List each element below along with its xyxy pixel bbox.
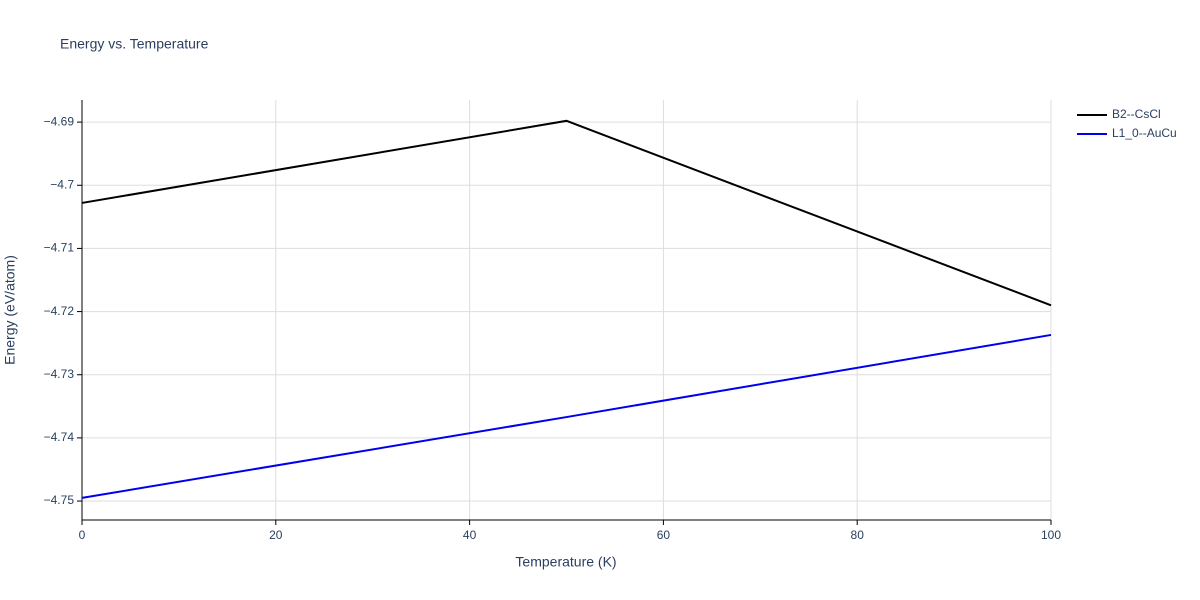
x-tick-label: 40 <box>463 528 477 542</box>
y-tick-label: −4.7 <box>50 177 74 191</box>
series-line <box>81 119 1052 307</box>
x-axis-label: Temperature (K) <box>515 554 616 570</box>
y-tick-label: −4.74 <box>44 430 75 444</box>
y-axis-label: Energy (eV/atom) <box>2 255 18 365</box>
series-line <box>81 333 1052 499</box>
x-tick-label: 100 <box>1041 528 1061 542</box>
y-tick-label: −4.73 <box>44 367 75 381</box>
x-tick-label: 80 <box>851 528 865 542</box>
x-tick-label: 0 <box>79 528 86 542</box>
legend-label: L1_0--AuCu <box>1112 126 1177 140</box>
x-tick-label: 20 <box>269 528 283 542</box>
legend-label: B2--CsCl <box>1112 107 1161 121</box>
y-tick-label: −4.75 <box>44 493 75 507</box>
y-tick-label: −4.69 <box>44 114 75 128</box>
y-tick-label: −4.72 <box>44 304 75 318</box>
x-tick-label: 60 <box>657 528 671 542</box>
y-tick-label: −4.71 <box>44 241 75 255</box>
chart-title: Energy vs. Temperature <box>60 36 209 52</box>
